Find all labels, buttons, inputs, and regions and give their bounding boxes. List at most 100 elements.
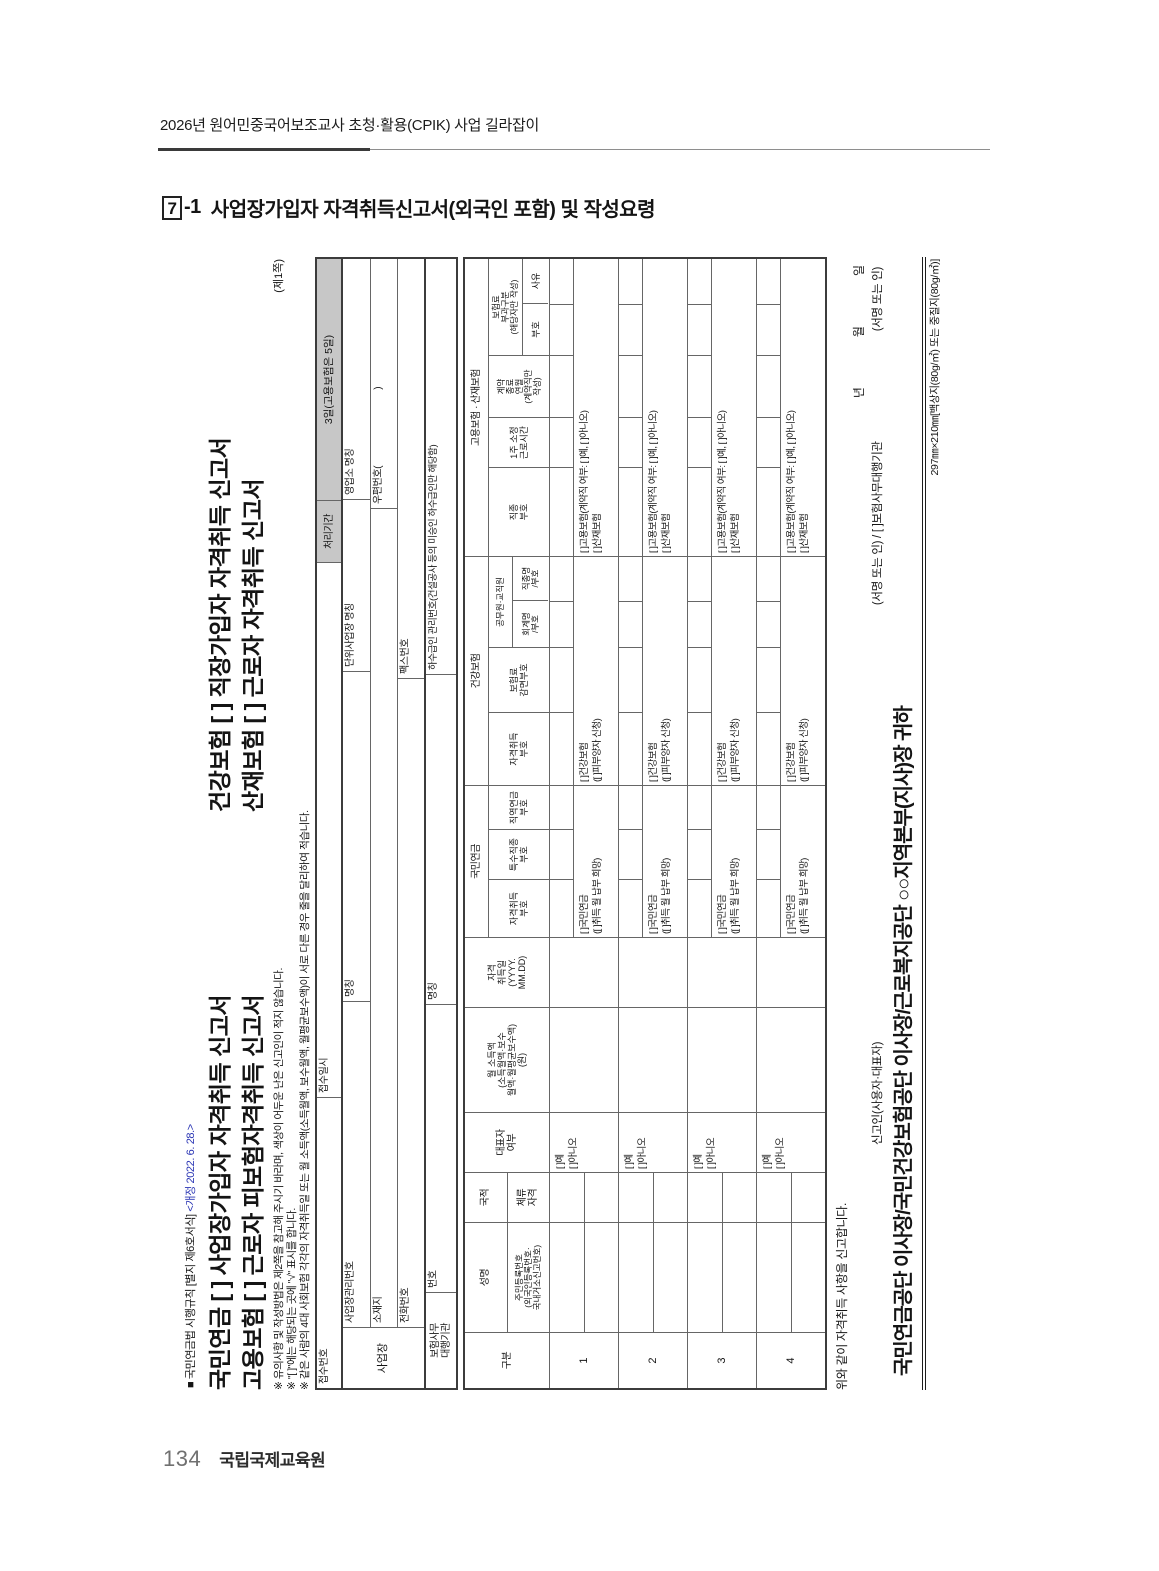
page-footer: 134 국립국제교육원 [163,1446,326,1472]
workplace-zip: 우편번호( ) [371,259,398,509]
nationality-visa-cells [550,1173,619,1223]
col-nationality-visa: 국적 체류 자격 [465,1173,550,1223]
ei-industrial-line: [ ]산재보험 [661,513,673,553]
row-number: 2 [646,1357,659,1364]
doc-section-title: 7 -1 사업장가입자 자격취득신고서(외국인 포함) 및 작성요령 [162,193,656,222]
np-checkbox-line: [ ]국민연금 [786,894,798,934]
hi-col-acq-code: 자격취득 부호 [509,732,530,766]
np-col-pension-code: 직역연금 부호 [489,786,550,830]
workplace-header: 사업장 [377,1342,390,1374]
section-title-text: 사업장가입자 자격취득신고서(외국인 포함) 및 작성요령 [210,199,656,221]
acq-date-cell [619,938,688,1008]
agency-row: 보험사무 대행기관 번호 명칭 하수급인 관리번호(건설공사 등의 미승인 하수… [424,257,459,1390]
processing-period-value: 3일(고용보험은 5일) [317,259,342,501]
workplace-row-2: 소재지 우편번호( ) [370,259,398,1327]
receipt-row: 접수번호 접수일시 처리기간 3일(고용보험은 5일) [315,257,344,1390]
acq-date-cell [757,938,826,1008]
note-3: ※ 같은 사람의 4대 사회보험 각각의 자격취득일 또는 월 소득액(소득월액… [299,810,312,1390]
agency-number-cell: 번호 [426,1005,457,1293]
receipt-number-cell: 접수번호 [319,1348,331,1384]
date-line: 년 월 일 [851,265,866,399]
row-number: 3 [715,1357,728,1364]
hi-cell: [ ]건강보험 ([ ]피부양자 신청) [619,557,688,786]
hi-checkbox-line: [ ]건강보험 [648,742,660,782]
group-employment-industrial: 고용보험 · 산재보험 직종 부호 1주 소정 근로시간 계약 종료 연월 (계… [465,259,550,557]
hi-col-jobname: 직종명 /부호 [513,557,549,601]
rep-no-checkbox: [ ]아니오 [775,1137,787,1169]
hi-cell: [ ]건강보험 ([ ]피부양자 신청) [757,557,826,786]
workplace-row-1: 사업장관리번호 명칭 단위사업장 명칭 영업소 명칭 [343,259,371,1327]
form-scan-rotated: ■ 국민연금법 시행규칙 [별지 제6호서식] <개정 2022. 6. 28.… [183,257,958,1390]
name-rrn-cells [619,1223,688,1333]
hi-cell: [ ]건강보험 ([ ]피부양자 신청) [688,557,757,786]
col-income: 월 소득액 (소득월액·보수 월액·월평균보수액) (원) [465,1008,550,1113]
ei-cell: [ ]고용보험(계약직 여부: [ ]예, [ ]아니오) [ ]산재보험 [757,259,826,557]
rep-no-checkbox: [ ]아니오 [568,1137,580,1169]
rep-yes-checkbox: [ ]예 [693,1154,705,1169]
ei-industrial-line: [ ]산재보험 [730,513,742,553]
paper-spec: 297㎜×210㎜[백상지(80g/㎡) 또는 중질지(80g/㎡)] [928,259,941,476]
ei-industrial-line: [ ]산재보험 [799,513,811,553]
income-cell [688,1008,757,1113]
rep-yes-checkbox: [ ]예 [762,1154,774,1169]
hi-dependent-line: ([ ]피부양자 신청) [799,718,811,782]
section-number-suffix: -1 [184,196,201,218]
np-cell: [ ]국민연금 ([ ]취득 월 납부 희망) [619,786,688,938]
table-row-4: 4 [ ]예 [ ]아니오 [ ]국민연금 ([ ]취득 월 납부 희망) [756,259,826,1388]
np-cell: [ ]국민연금 ([ ]취득 월 납부 희망) [550,786,619,938]
representative-cell: [ ]예 [ ]아니오 [550,1113,619,1173]
income-cell [550,1008,619,1113]
ei-group-label: 고용보험 · 산재보험 [465,259,490,556]
hi-cell: [ ]건강보험 ([ ]피부양자 신청) [550,557,619,786]
hi-officials-label: 공무원·교직원 [489,557,514,647]
name-rrn-cells [757,1223,826,1333]
col-acq-date: 자격 취득일 (YYYY. MM.DD) [465,938,550,1008]
publisher-name: 국립국제교육원 [219,1451,326,1470]
rep-yes-checkbox: [ ]예 [555,1154,567,1169]
hi-checkbox-line: [ ]건강보험 [579,742,591,782]
workplace-address: 소재지 [373,1296,385,1323]
ei-cell: [ ]고용보험(계약직 여부: [ ]예, [ ]아니오) [ ]산재보험 [619,259,688,557]
representative-cell: [ ]예 [ ]아니오 [757,1113,826,1173]
ei-employment-line: [ ]고용보험(계약직 여부: [ ]예, [ ]아니오) [579,410,591,553]
nationality-visa-cells [757,1173,826,1223]
guide-title: 2026년 원어민중국어보조교사 초청·활용(CPIK) 사업 길라잡이 [160,117,540,134]
ei-levy-label: 보험료 부과구분 (해당자만 작성) [489,259,524,355]
col-representative: 대표자 여부 [465,1113,550,1173]
receipt-datetime-cell: 접수일시 [317,563,342,1098]
workplace-unit-name: 단위사업장 명칭 [343,500,371,672]
np-col-special-job: 특수직종 부호 [489,830,550,880]
main-table: 구분 성명 주민등록번호 (외국인등록번호· 국내거소신고번호) 국적 체류 자… [463,257,828,1390]
np-group-label: 국민연금 [465,786,490,937]
ei-employment-line: [ ]고용보험(계약직 여부: [ ]예, [ ]아니오) [717,410,729,553]
table-header: 구분 성명 주민등록번호 (외국인등록번호· 국내거소신고번호) 국적 체류 자… [465,259,550,1388]
header-rule-dark [158,148,370,151]
representative-cell: [ ]예 [ ]아니오 [619,1113,688,1173]
sign-or-seal-2: (서명 또는 인) [871,267,884,332]
workplace-name: 명칭 [343,672,371,1002]
ei-employment-line: [ ]고용보험(계약직 여부: [ ]예, [ ]아니오) [648,410,660,553]
hi-dependent-line: ([ ]피부양자 신청) [592,718,604,782]
form-notes: ※ 유의사항 및 작성방법은 제2쪽을 참고해 주시기 바라며, 색상이 어두운… [273,317,312,1390]
nationality-visa-cells [688,1173,757,1223]
sign-or-seal-1: (서명 또는 인) / [ ]보험사무대행기관 [871,441,884,606]
ei-industrial-line: [ ]산재보험 [592,513,604,553]
ei-employment-line: [ ]고용보험(계약직 여부: [ ]예, [ ]아니오) [786,410,798,553]
page-marker: (제1쪽) [273,259,286,293]
workplace-box: 사업장 사업장관리번호 명칭 단위사업장 명칭 영업소 명칭 소재지 우편번호( [341,257,427,1390]
income-cell [619,1008,688,1113]
np-cell: [ ]국민연금 ([ ]취득 월 납부 희망) [757,786,826,938]
filer-row: 신고인(사용자·대표자) (서명 또는 인) / [ ]보험사무대행기관 (서명… [872,257,886,1390]
hi-col-public-officials: 공무원·교직원 회계명 /부호 직종명 /부호 [489,557,550,648]
form-title-line-2: 고용보험 [ ] 근로자 피보험자격취득 신고서 산재보험 [ ] 근로자 자격… [240,478,267,1390]
workplace-branch-name: 영업소 명칭 [343,259,371,500]
row-number: 1 [577,1357,590,1364]
table-row-2: 2 [ ]예 [ ]아니오 [ ]국민연금 ([ ]취득 월 납부 희망) [618,259,688,1388]
ei-col-weekly-hours: 1주 소정 근로시간 [489,418,550,468]
table-row-1: 1 [ ]예 [ ]아니오 [ ]국민연금 ([ ]취득 월 납부 희망) [549,259,619,1388]
name-rrn-cells [550,1223,619,1333]
subcontractor-cell: 하수급인 관리번호(건설공사 등의 미승인 하수급인만 해당함) [426,259,457,675]
np-checkbox-line: [ ]국민연금 [648,894,660,934]
name-rrn-cells [688,1223,757,1333]
